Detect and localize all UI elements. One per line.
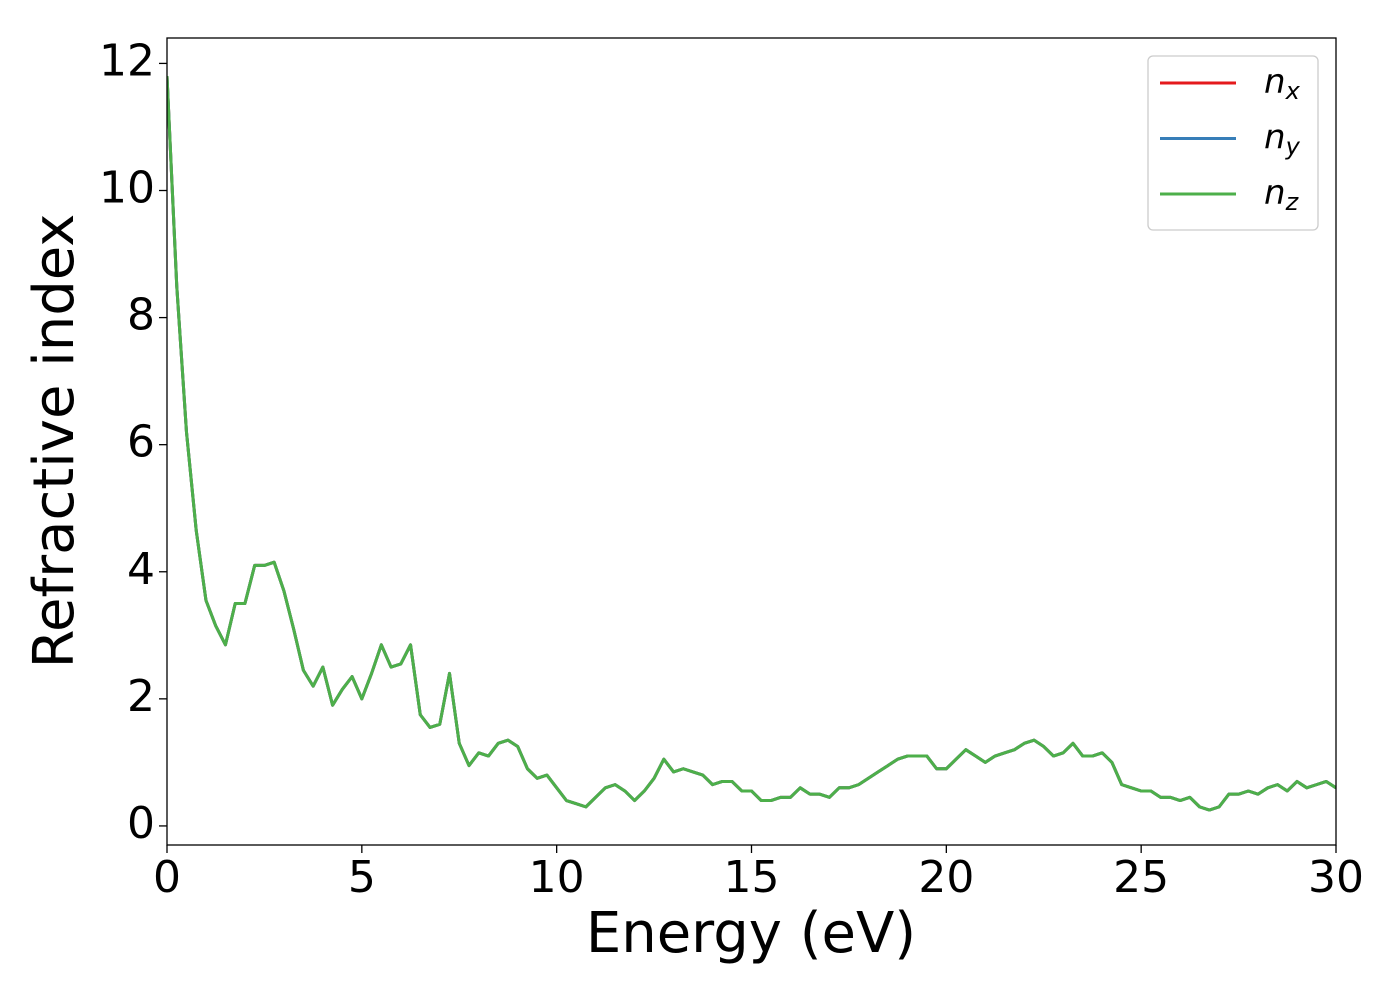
x-tick-label: 15	[724, 852, 780, 903]
x-axis-label: Energy (eV)	[586, 901, 916, 966]
y-tick-label: 10	[99, 163, 155, 214]
y-axis-label: Refractive index	[22, 214, 87, 669]
y-tick-label: 6	[127, 417, 155, 468]
x-tick-label: 5	[348, 852, 376, 903]
y-tick-label: 8	[127, 290, 155, 341]
legend-label: nz	[1264, 173, 1300, 217]
legend-label: ny	[1264, 117, 1301, 161]
plot-area	[167, 76, 1336, 812]
legend-label: nx	[1264, 62, 1301, 106]
y-tick-label: 4	[127, 544, 155, 595]
series-line	[167, 76, 1336, 812]
y-tick-label: 0	[127, 798, 155, 849]
x-tick-label: 10	[529, 852, 585, 903]
x-tick-label: 20	[918, 852, 974, 903]
x-tick-label: 0	[153, 852, 181, 903]
legend-box	[1147, 55, 1319, 231]
x-tick-label: 30	[1308, 852, 1364, 903]
y-tick-label: 2	[127, 671, 155, 722]
y-tick-label: 12	[99, 35, 155, 86]
x-tick-label: 25	[1113, 852, 1169, 903]
